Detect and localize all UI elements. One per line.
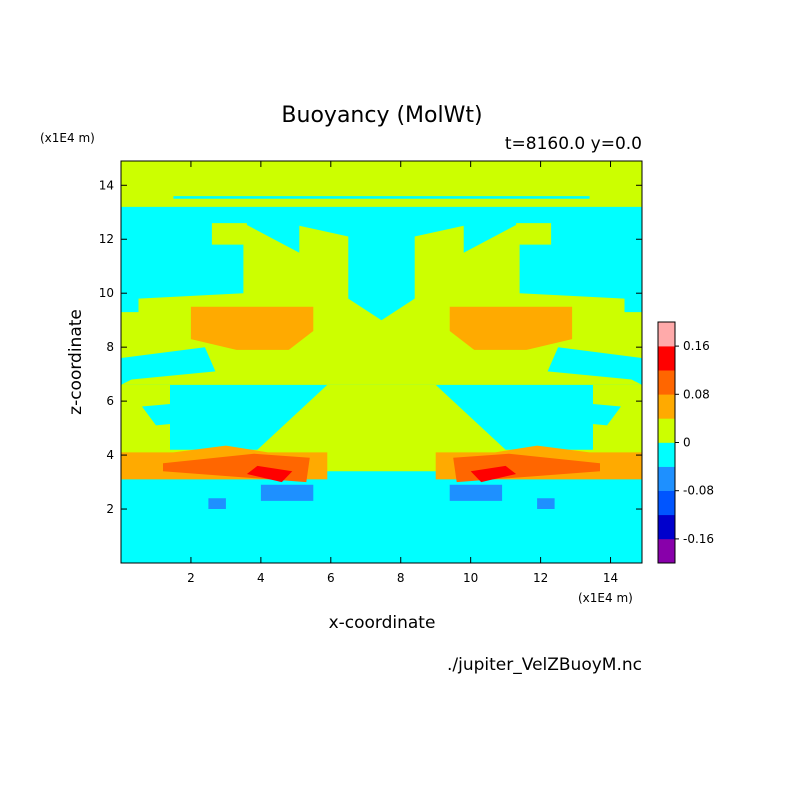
y-tick-label: 14 — [99, 178, 114, 192]
contour-region-7 — [121, 347, 216, 385]
colorbar-swatch-7 — [658, 370, 675, 395]
x-tick-label: 8 — [397, 571, 405, 585]
x-tick-label: 12 — [533, 571, 548, 585]
colorbar-swatch-6 — [658, 394, 675, 419]
colorbar-tick-label: -0.16 — [683, 532, 714, 546]
colorbar-tick-label: 0 — [683, 436, 691, 450]
contour-region-18 — [246, 465, 293, 483]
colorbar-swatch-8 — [658, 346, 675, 371]
y-tick-label: 2 — [106, 502, 114, 516]
y-tick-label: 12 — [99, 232, 114, 246]
y-axis-ticks: 2 4 6 8 10 12 14 — [99, 178, 642, 516]
contour-region-11 — [355, 212, 408, 234]
contour-region-6 — [516, 223, 552, 245]
contour-region-12 — [190, 306, 314, 350]
contour-field — [121, 161, 642, 563]
contour-region-21 — [449, 484, 503, 501]
chart-subtitle: t=8160.0 y=0.0 — [505, 134, 642, 154]
contour-region-10 — [523, 398, 621, 426]
x-tick-label: 10 — [463, 571, 478, 585]
colorbar-swatch-3 — [658, 466, 675, 491]
contour-region-23 — [537, 498, 555, 509]
contour-region-9 — [142, 398, 240, 426]
colorbar-tick-label: 0.08 — [683, 387, 710, 401]
colorbar-tick-label: 0.16 — [683, 339, 710, 353]
contour-region-19 — [470, 465, 517, 483]
x-axis-label: x-coordinate — [329, 613, 436, 633]
plot-frame — [120, 160, 643, 564]
colorbar-swatch-9 — [658, 322, 675, 347]
colorbar-swatch-5 — [658, 418, 675, 443]
contour-region-22 — [208, 498, 226, 509]
x-axis-ticks: 2 4 6 8 10 12 14 — [187, 161, 618, 585]
colorbar: 0.16 0.08 0 -0.08 -0.16 — [657, 321, 714, 564]
colorbar-swatch-1 — [658, 514, 675, 540]
contour-region-8 — [547, 347, 642, 385]
y-tick-label: 6 — [106, 394, 114, 408]
contour-region-4 — [313, 422, 450, 442]
y-tick-label: 8 — [106, 340, 114, 354]
contour-region-13 — [449, 306, 573, 350]
x-unit-label: (x1E4 m) — [578, 591, 633, 605]
x-tick-label: 6 — [327, 571, 335, 585]
y-tick-label: 10 — [99, 286, 114, 300]
y-tick-label: 4 — [106, 448, 114, 462]
contour-region-20 — [260, 484, 314, 501]
x-tick-label: 14 — [603, 571, 618, 585]
x-tick-label: 4 — [257, 571, 265, 585]
colorbar-swatch-0 — [658, 538, 675, 564]
y-unit-label: (x1E4 m) — [40, 131, 95, 145]
contour-region-0 — [121, 161, 642, 207]
contour-region-1 — [173, 196, 590, 199]
colorbar-swatch-4 — [658, 442, 675, 467]
colorbar-swatch-2 — [658, 490, 675, 516]
x-tick-label: 2 — [187, 571, 195, 585]
chart-title: Buoyancy (MolWt) — [281, 103, 482, 128]
colorbar-tick-label: -0.08 — [683, 484, 714, 498]
contour-region-5 — [211, 223, 247, 245]
source-file-label: ./jupiter_VelZBuoyM.nc — [447, 655, 642, 675]
y-axis-label: z-coordinate — [66, 309, 86, 415]
